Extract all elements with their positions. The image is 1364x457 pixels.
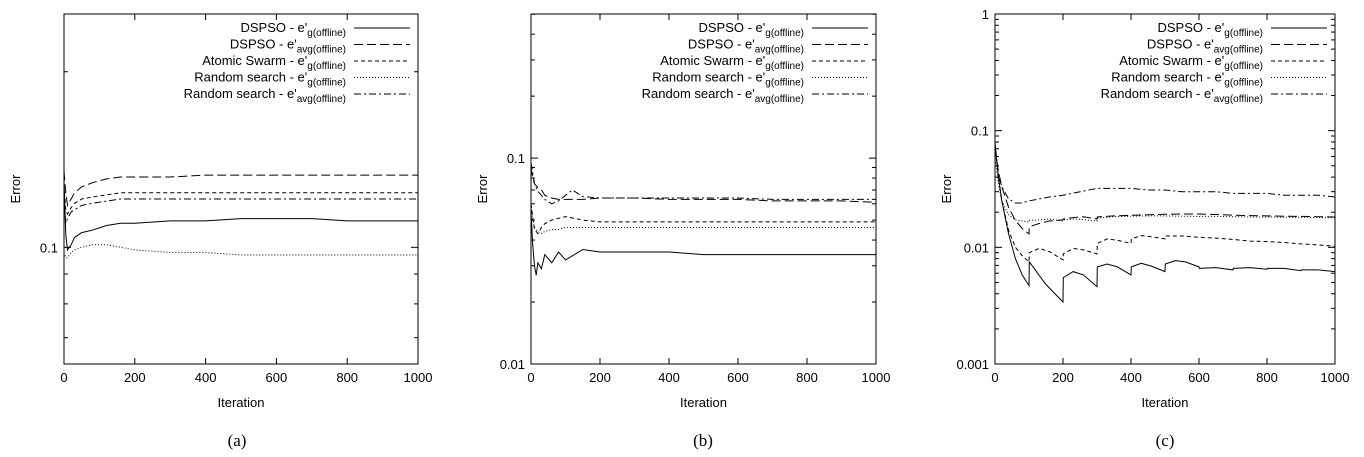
legend-entry-label: Random search - e'g(offline) <box>652 70 804 89</box>
x-axis-title: Iteration <box>680 395 727 410</box>
legend-entry-label: Atomic Swarm - e'g(offline) <box>202 53 346 72</box>
x-tick-label: 600 <box>727 370 749 385</box>
plot-frame <box>994 13 1336 365</box>
x-tick-label: 1000 <box>404 370 433 385</box>
x-tick-label: 200 <box>589 370 611 385</box>
series-line-1 <box>994 141 1336 304</box>
legend-entry-label: DSPSO - e'avg(offline) <box>1147 37 1263 56</box>
series-line-4 <box>63 244 418 259</box>
legend-entry-label: DSPSO - e'g(offline) <box>698 20 804 39</box>
x-tick-label: 800 <box>796 370 818 385</box>
y-tick-label: 0.01 <box>500 357 525 372</box>
legend-entry-label: Random search - e'avg(offline) <box>184 86 346 105</box>
y-tick-label: 0.1 <box>507 151 525 166</box>
chart-panel-2: 0 200 400 600 800 1000 0.01 0.1 Iteration Error (b… <box>475 13 891 450</box>
series-line-3 <box>994 145 1336 264</box>
panel-caption: (a) <box>228 431 247 450</box>
legend: DSPSO - e'g(offline)DSPSO - e'avg(offlin… <box>184 20 410 105</box>
y-tick-label: 1 <box>982 7 989 22</box>
series-line-5 <box>530 162 876 205</box>
x-tick-label: 0 <box>60 370 67 385</box>
legend-entry-label: DSPSO - e'avg(offline) <box>688 37 804 56</box>
chart-panel-1: 0 200 400 600 800 1000 0.1 Iteration Error (a) DSP… <box>8 13 433 450</box>
legend: DSPSO - e'g(offline)DSPSO - e'avg(offlin… <box>1101 20 1327 105</box>
x-axis-title: Iteration <box>218 395 265 410</box>
x-tick-label: 400 <box>1120 370 1142 385</box>
chart-panel-3: 0 200 400 600 800 1000 0.001 0.01 0.1 1 Iteration E… <box>939 7 1349 450</box>
y-axis-title: Error <box>8 174 23 204</box>
y-tick-label: 0.001 <box>956 357 989 372</box>
plot-frame <box>530 13 877 365</box>
panel-caption: (b) <box>693 431 713 450</box>
x-tick-label: 400 <box>195 370 217 385</box>
series-line-3 <box>530 203 876 235</box>
series-line-3 <box>63 184 418 216</box>
y-tick-label: 0.1 <box>40 240 58 255</box>
x-tick-label: 200 <box>1052 370 1074 385</box>
legend-entry-label: DSPSO - e'g(offline) <box>240 20 346 39</box>
x-tick-label: 800 <box>336 370 358 385</box>
x-tick-label: 600 <box>1188 370 1210 385</box>
x-axis-title: Iteration <box>1142 395 1189 410</box>
x-tick-label: 0 <box>991 370 998 385</box>
series-line-1 <box>63 180 418 252</box>
y-axis-title: Error <box>475 174 490 204</box>
series-line-2 <box>530 167 877 203</box>
y-tick-label: 0.1 <box>971 124 989 139</box>
x-tick-label: 800 <box>1256 370 1278 385</box>
y-axis-title: Error <box>939 174 954 204</box>
legend-entry-label: Random search - e'avg(offline) <box>642 86 804 105</box>
panel-caption: (c) <box>1156 431 1175 450</box>
series-line-4 <box>530 203 876 235</box>
series-line-2 <box>994 148 1336 236</box>
x-tick-label: 1000 <box>1321 370 1350 385</box>
x-tick-label: 1000 <box>862 370 891 385</box>
x-tick-label: 0 <box>527 370 534 385</box>
legend-entry-label: Atomic Swarm - e'g(offline) <box>1119 53 1263 72</box>
x-tick-label: 400 <box>658 370 680 385</box>
series-line-5 <box>994 148 1336 204</box>
legend-entry-label: DSPSO - e'g(offline) <box>1157 20 1263 39</box>
series-line-1 <box>530 211 876 276</box>
legend-entry-label: Random search - e'g(offline) <box>1111 70 1263 89</box>
legend-entry-label: Random search - e'avg(offline) <box>1101 86 1263 105</box>
legend-entry-label: Random search - e'g(offline) <box>194 70 346 89</box>
x-tick-label: 600 <box>266 370 288 385</box>
series-line-2 <box>63 171 418 207</box>
legend-entry-label: Atomic Swarm - e'g(offline) <box>660 53 804 72</box>
series-line-4 <box>994 156 1335 223</box>
legend-entry-label: DSPSO - e'avg(offline) <box>230 37 346 56</box>
legend: DSPSO - e'g(offline)DSPSO - e'avg(offlin… <box>642 20 868 105</box>
series-line-5 <box>63 198 418 224</box>
x-tick-label: 200 <box>124 370 146 385</box>
y-tick-label: 0.01 <box>964 240 989 255</box>
